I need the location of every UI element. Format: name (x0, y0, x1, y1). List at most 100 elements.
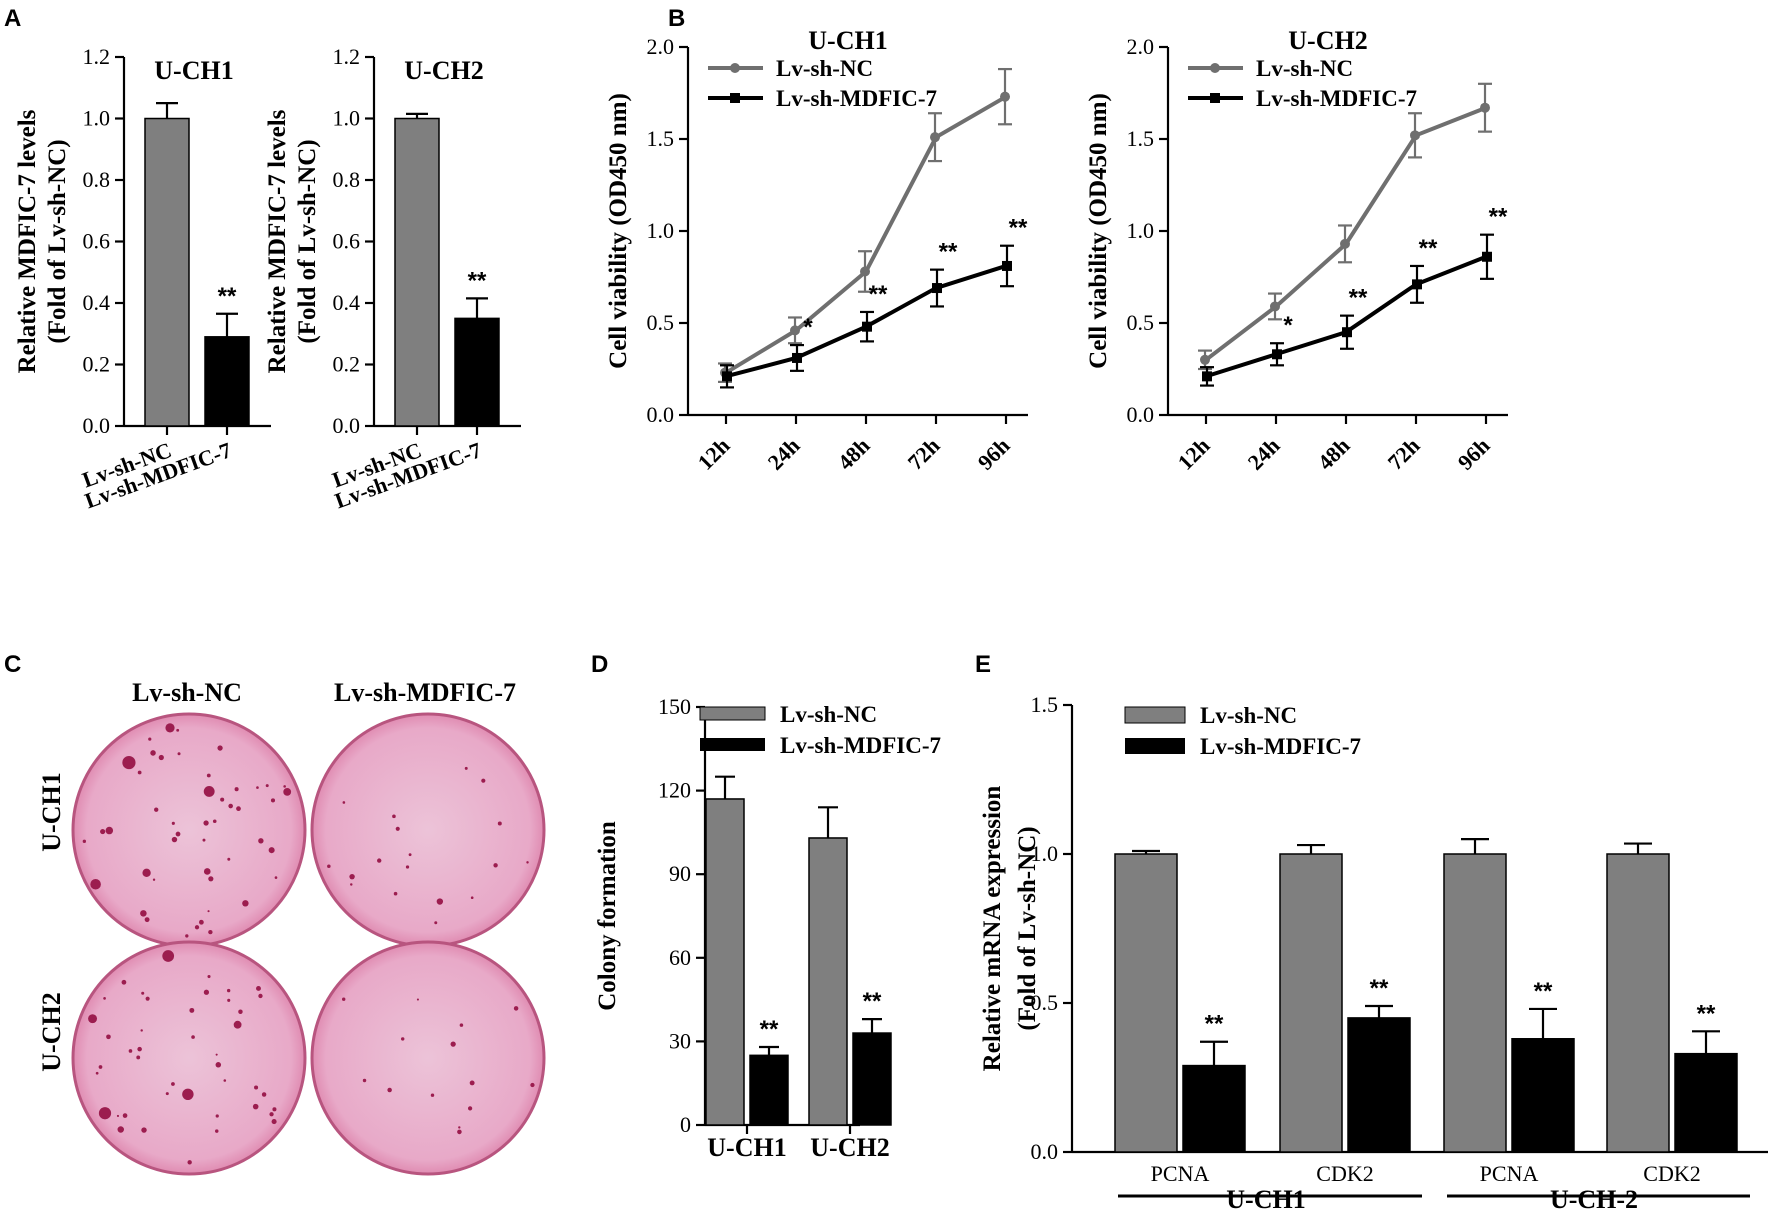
colony-dot (176, 728, 180, 732)
colony-dot (90, 878, 101, 890)
colony-dot (233, 1020, 242, 1029)
colony-dot (182, 1088, 194, 1101)
b-uch1-y-label: Cell viability (OD450 nm) (605, 93, 632, 369)
colony-dot (171, 1082, 175, 1086)
b-uch2-y-tick-label: 1.5 (1127, 126, 1155, 151)
colony-dot (405, 865, 410, 869)
colony-dot (283, 785, 286, 788)
a-uch2-y-tick-label: 1.2 (333, 44, 361, 69)
d-y-tick-label: 120 (658, 778, 691, 803)
colony-dot (234, 787, 239, 792)
chart-e-mrna: 0.0 0.5 1.0 1.5 Relative mRNA expression (Fol… (979, 692, 1768, 1209)
colony-dot (362, 1078, 367, 1083)
a-uch2-y-tick-label: 0.2 (333, 352, 361, 377)
e-legend-swatch-nc (1124, 706, 1186, 724)
a-uch1-bar (144, 117, 190, 427)
b-uch2-x-tick-label: 96h (1453, 433, 1495, 475)
e-group-label: U-CH1 (1226, 1185, 1305, 1209)
colony-dot (142, 868, 151, 878)
b-uch1-point-nc (1000, 91, 1010, 102)
colony-dot (121, 979, 127, 985)
e-x-tick-label: CDK2 (1643, 1161, 1700, 1186)
b-uch1-point-mdfic (1002, 260, 1012, 271)
colony-dot (187, 1160, 192, 1165)
e-bar-mdfic (1182, 1064, 1246, 1153)
colony-dot (274, 876, 278, 879)
colony-dot (227, 998, 231, 1002)
e-y-label-2: (Fold of Lv-sh-NC) (1014, 826, 1041, 1030)
chart-a-uch1: 0.0 0.2 0.4 0.6 0.8 1.0 1.2 U-CH1 Relative MDFIC… (14, 44, 271, 513)
colony-dot (158, 754, 164, 761)
colony-dot (215, 1114, 219, 1118)
e-group-label: U-CH-2 (1550, 1185, 1638, 1209)
colony-dot (217, 745, 223, 751)
a-uch2-y-tick-label: 1.0 (333, 106, 361, 131)
colony-dot (207, 974, 211, 979)
colony-dot (100, 828, 106, 835)
b-uch1-point-mdfic (792, 352, 802, 363)
b-uch2-y-tick-label: 1.0 (1127, 218, 1155, 243)
colony-dot (165, 723, 175, 733)
a-uch1-bar (204, 336, 250, 427)
colony-dot (123, 1115, 126, 1118)
panel-label-a: A (4, 5, 21, 32)
colony-dot (387, 1087, 392, 1093)
e-significance: ** (1534, 978, 1553, 1005)
b-uch2-point-mdfic (1272, 349, 1282, 360)
b-uch2-significance: ** (1349, 285, 1368, 312)
d-y-tick-label: 90 (669, 861, 691, 886)
e-bar-nc (1606, 853, 1670, 1153)
b-uch2-significance: ** (1419, 235, 1438, 262)
b-uch1-y-tick-label: 0.0 (647, 402, 675, 427)
b-uch2-legend-label-mdfic: Lv-sh-MDFIC-7 (1256, 86, 1417, 111)
colony-dot (141, 1127, 147, 1133)
colony-dot (467, 1106, 473, 1111)
d-legend-label-nc: Lv-sh-NC (780, 702, 877, 727)
colony-dot (208, 929, 213, 935)
colony-dot (177, 752, 181, 756)
a-uch1-y-label-2: (Fold of Lv-sh-NC) (44, 139, 71, 343)
b-uch1-legend-marker-mdfic (730, 93, 740, 103)
b-uch1-x-tick-label: 72h (903, 433, 945, 475)
b-uch2-x-tick-label: 48h (1313, 433, 1355, 475)
a-uch2-significance: ** (468, 267, 487, 294)
panel-label-b: B (668, 5, 685, 32)
colony-dot (194, 925, 200, 930)
colony-dot (203, 820, 209, 826)
colony-dot (269, 1112, 274, 1117)
colony-dot (457, 1129, 462, 1135)
colony-dot (145, 996, 150, 1001)
colony-dot (342, 997, 346, 1001)
colony-dot (150, 750, 156, 756)
colony-dot (137, 770, 142, 775)
colony-dot (215, 1062, 222, 1068)
colony-dot (116, 1114, 120, 1118)
colony-dot (226, 988, 231, 993)
b-uch1-significance: ** (869, 281, 888, 308)
colony-dot (202, 838, 206, 842)
d-y-tick-label: 30 (669, 1028, 691, 1053)
colony-dot (105, 826, 114, 835)
b-uch2-point-mdfic (1342, 327, 1352, 338)
colony-dot (98, 1107, 112, 1120)
colony-dot (199, 919, 204, 925)
colony-dot (189, 1007, 195, 1013)
colony-dot (327, 864, 331, 869)
b-uch2-point-nc (1480, 102, 1490, 113)
panel-c-col-label-nc: Lv-sh-NC (132, 678, 242, 707)
b-uch1-significance: ** (1009, 215, 1028, 242)
colony-dot (203, 786, 215, 797)
b-uch1-significance: ** (939, 239, 958, 266)
colony-dot (238, 1009, 243, 1014)
colony-dot (271, 1119, 277, 1125)
b-uch2-y-tick-label: 0.5 (1127, 310, 1155, 335)
b-uch2-significance: * (1283, 312, 1293, 339)
colony-dot (258, 993, 263, 999)
a-uch1-y-tick-label: 1.2 (83, 44, 111, 69)
panel-c-colony-images: Lv-sh-NC Lv-sh-MDFIC-7 U-CH1 U-CH2 (37, 678, 546, 1176)
d-bar-mdfic (852, 1032, 892, 1126)
panel-c-row-label-uch2: U-CH2 (37, 992, 66, 1071)
colony-dot (493, 863, 498, 868)
colony-dot (165, 1092, 169, 1096)
b-uch2-point-nc (1270, 301, 1280, 312)
